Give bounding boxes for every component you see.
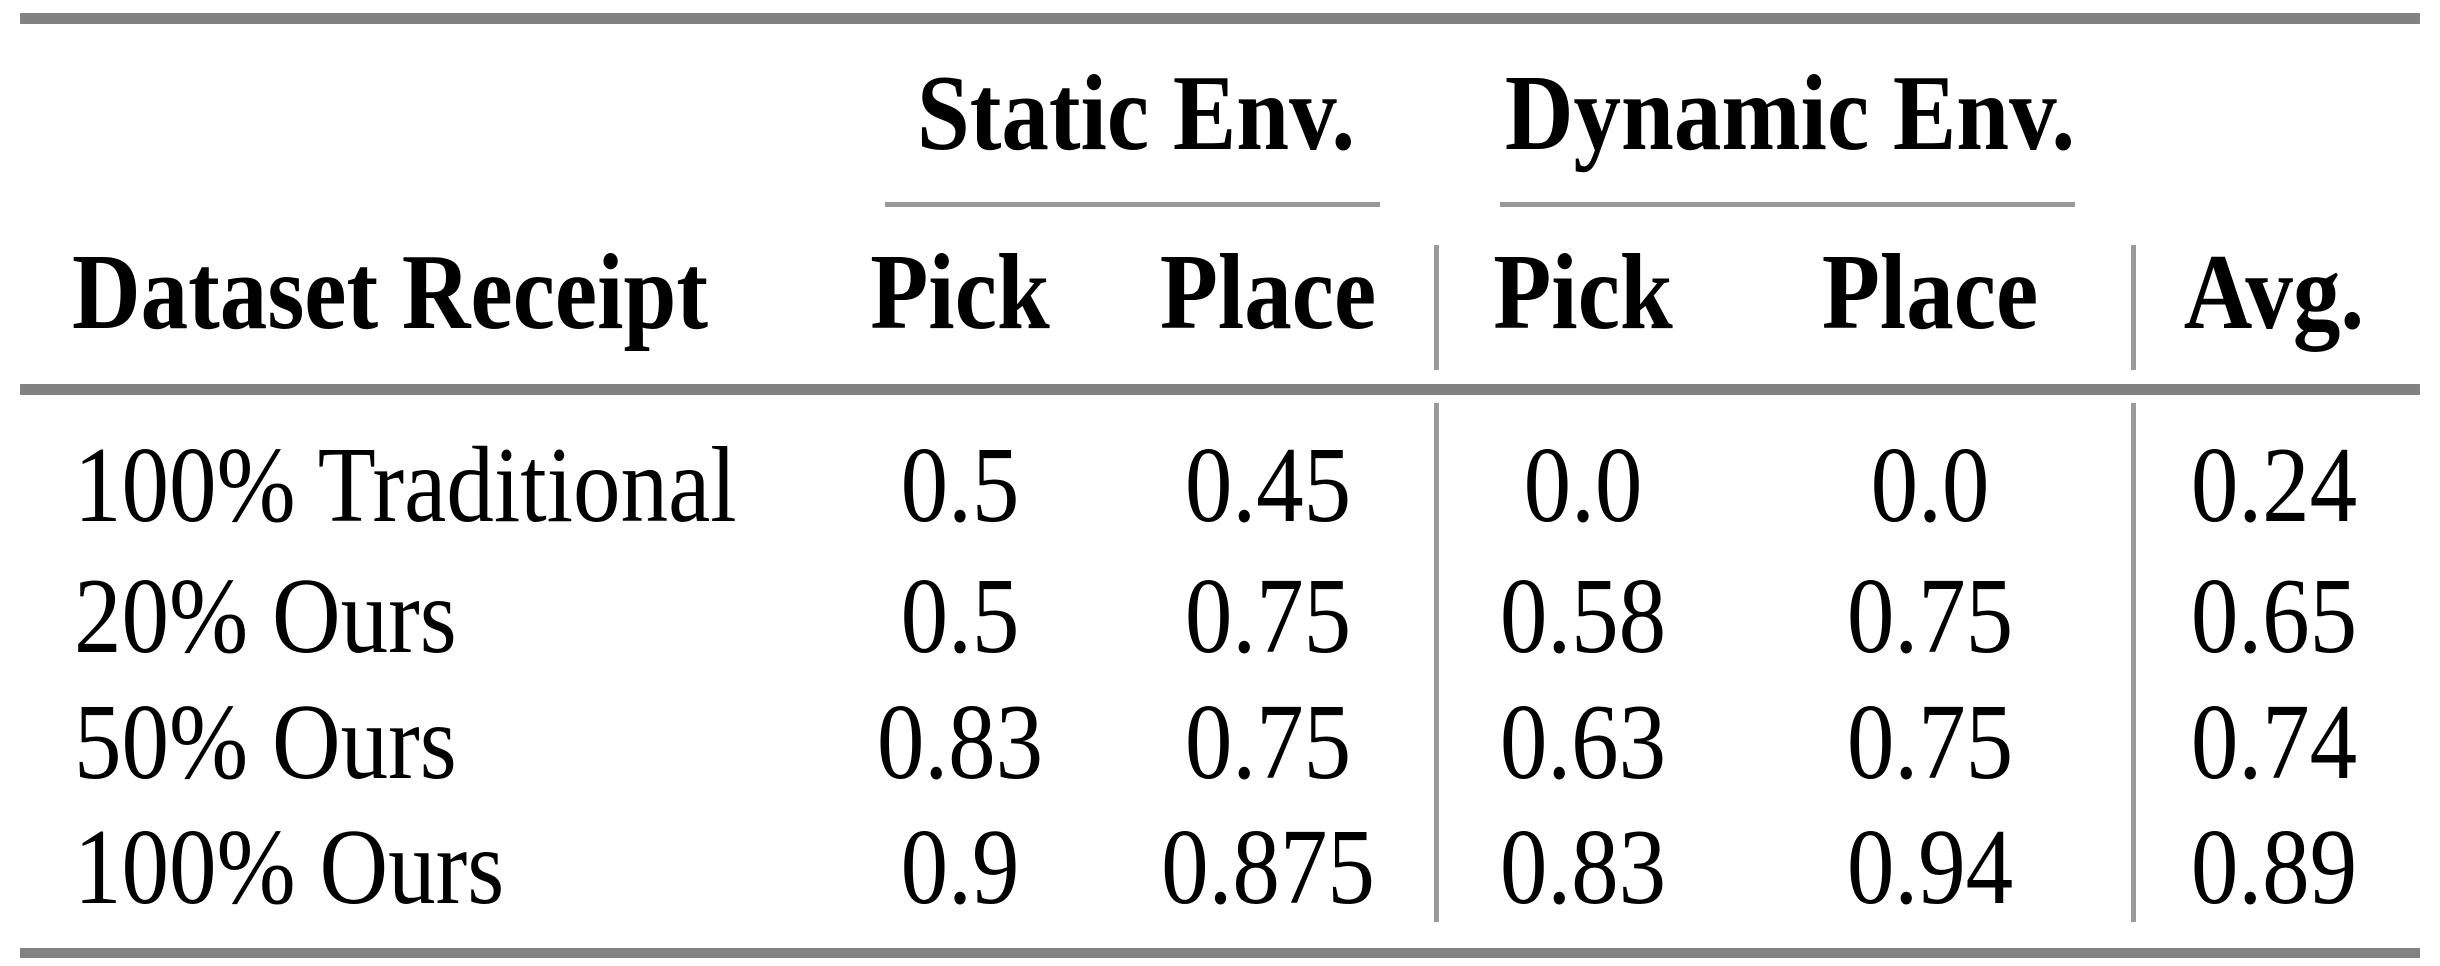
column-header-static-place: Place — [1159, 233, 1377, 352]
column-header-dynamic-place: Place — [1821, 233, 2039, 352]
row-label: 50% Ours — [74, 683, 457, 802]
row-label: 100% Traditional — [74, 426, 737, 545]
group-header-dynamic-env: Dynamic Env. — [1504, 54, 2076, 173]
column-header-avg: Avg. — [2183, 233, 2365, 352]
table-top-rule — [20, 13, 2420, 24]
static-group-underline — [885, 202, 1380, 207]
dynamic-group-underline — [1500, 202, 2075, 207]
cell-dynamic-pick: 0.63 — [1499, 683, 1667, 802]
cell-avg: 0.24 — [2190, 426, 2358, 545]
row-label: 100% Ours — [74, 808, 505, 927]
column-header-static-pick: Pick — [870, 233, 1050, 352]
column-header-dynamic-pick: Pick — [1493, 233, 1673, 352]
column-separator-2 — [2131, 403, 2136, 922]
cell-static-place: 0.75 — [1184, 557, 1352, 676]
cell-dynamic-pick: 0.83 — [1499, 808, 1667, 927]
column-separator-1 — [1434, 245, 1439, 370]
row-label: 20% Ours — [74, 557, 457, 676]
cell-static-pick: 0.9 — [900, 808, 1020, 927]
cell-avg: 0.65 — [2190, 557, 2358, 676]
cell-static-place: 0.75 — [1184, 683, 1352, 802]
cell-dynamic-place: 0.75 — [1846, 557, 2014, 676]
column-separator-1 — [1434, 403, 1439, 922]
cell-dynamic-place: 0.94 — [1846, 808, 2014, 927]
cell-static-pick: 0.83 — [876, 683, 1044, 802]
table-bottom-rule — [20, 948, 2420, 958]
cell-dynamic-pick: 0.0 — [1523, 426, 1643, 545]
cell-dynamic-place: 0.0 — [1870, 426, 1990, 545]
column-header-dataset-receipt: Dataset Receipt — [72, 233, 709, 352]
group-header-static-env: Static Env. — [916, 54, 1356, 173]
cell-avg: 0.74 — [2190, 683, 2358, 802]
column-separator-2 — [2131, 245, 2136, 370]
cell-dynamic-place: 0.75 — [1846, 683, 2014, 802]
cell-dynamic-pick: 0.58 — [1499, 557, 1667, 676]
table-header-rule — [20, 384, 2420, 395]
cell-static-place: 0.45 — [1184, 426, 1352, 545]
cell-static-pick: 0.5 — [900, 557, 1020, 676]
cell-avg: 0.89 — [2190, 808, 2358, 927]
cell-static-place: 0.875 — [1161, 808, 1375, 927]
cell-static-pick: 0.5 — [900, 426, 1020, 545]
